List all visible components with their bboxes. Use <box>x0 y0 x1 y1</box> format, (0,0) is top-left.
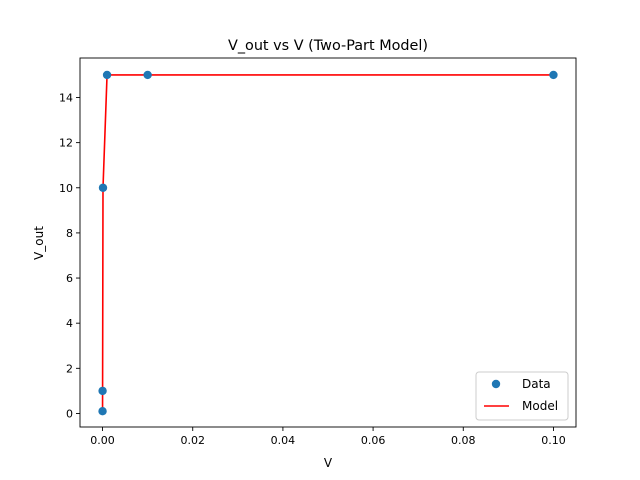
legend-marker-0 <box>491 379 501 389</box>
data-point-3 <box>102 70 112 80</box>
y-tick-label-1: 2 <box>66 362 73 375</box>
axes-frame <box>79 57 577 428</box>
data-point-5 <box>549 70 558 80</box>
x-tick-label-2: 0.04 <box>271 434 296 447</box>
legend-label-0: Data <box>522 377 551 391</box>
y-tick-label-6: 12 <box>59 137 73 150</box>
x-tick-label-1: 0.02 <box>180 434 205 447</box>
y-tick-label-2: 4 <box>66 317 73 330</box>
data-point-1 <box>98 386 107 396</box>
data-point-0 <box>98 407 107 416</box>
chart-title: V_out vs V (Two-Part Model) <box>228 38 428 54</box>
legend-label-1: Model <box>522 399 558 413</box>
x-tick-label-5: 0.10 <box>541 434 566 447</box>
x-axis-label: V <box>324 456 333 470</box>
x-tick-label-0: 0.00 <box>90 434 115 447</box>
model-line <box>101 74 554 412</box>
y-axis-label: V_out <box>32 226 46 260</box>
y-tick-label-5: 10 <box>59 182 73 195</box>
y-tick-label-4: 8 <box>66 227 73 240</box>
y-axis-ticks: 0 2 4 6 8 10 12 14 <box>59 91 80 420</box>
x-tick-label-3: 0.06 <box>361 434 386 447</box>
plot-area <box>79 57 577 428</box>
y-tick-label-3: 6 <box>66 272 73 285</box>
x-axis-ticks: 0.00 0.02 0.04 0.06 0.08 0.10 <box>90 427 566 447</box>
x-tick-label-4: 0.08 <box>451 434 476 447</box>
data-point-2 <box>98 183 108 192</box>
y-tick-label-7: 14 <box>59 91 73 104</box>
y-tick-label-0: 0 <box>66 407 73 420</box>
data-point-4 <box>143 70 152 80</box>
legend: Data Model <box>475 371 569 421</box>
